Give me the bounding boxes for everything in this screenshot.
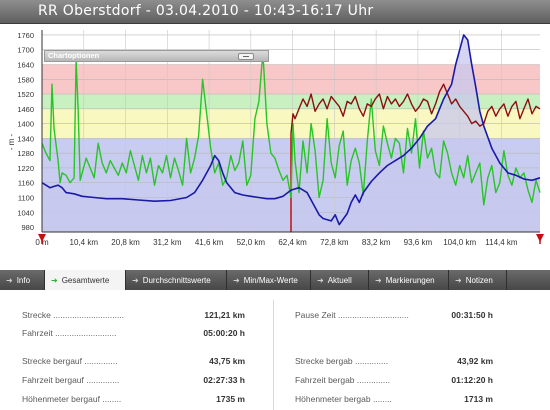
y-tick-label: 1160 — [18, 179, 34, 188]
elevation-area — [42, 34, 540, 233]
y-tick-label: 1700 — [17, 46, 34, 55]
green-series-line — [41, 51, 541, 206]
tab-label: Aktuell — [327, 275, 352, 285]
tabbar-spacer — [0, 260, 550, 270]
stat-value-strecke: 121,21 km — [204, 310, 245, 320]
stat-value-hoehenmeter-bergab: 1713 m — [464, 394, 493, 404]
stat-label-fahrzeit-bergab: Fahrzeit bergab .............. — [295, 375, 390, 385]
stat-label-strecke-bergauf: Strecke bergauf .............. — [22, 356, 118, 366]
tab-min-max-werte[interactable]: ➜ Min/Max-Werte — [227, 270, 311, 290]
tab-bar: ➜ Info ➜ Gesamtwerte ➜ Durchschnittswert… — [0, 270, 550, 290]
stat-label-fahrzeit-bergauf: Fahrzeit bergauf .............. — [22, 375, 120, 385]
stats-panel: Strecke .............................. 1… — [0, 290, 550, 410]
x-tick-label: 83,2 km — [362, 238, 391, 247]
window-titlebar: RR Oberstdorf - 03.04.2010 - 10:43-16:17… — [0, 0, 550, 24]
tab-label: Min/Max-Werte — [243, 275, 298, 285]
y-tick-label: 1280 — [17, 149, 34, 158]
stat-value-hoehenmeter-bergauf: 1735 m — [216, 394, 245, 404]
x-tick-label: 93,6 km — [404, 238, 433, 247]
zone-green — [42, 94, 540, 109]
tab-aktuell[interactable]: ➜ Aktuell — [311, 270, 369, 290]
stat-label-hoehenmeter-bergab: Höhenmeter bergab ........ — [295, 394, 392, 404]
stat-value-fahrzeit-bergab: 01:12:20 h — [451, 375, 493, 385]
red-series-line — [290, 83, 541, 134]
elevation-line — [41, 34, 541, 226]
x-tick-label: 10,4 km — [70, 238, 99, 247]
tab-gesamtwerte[interactable]: ➜ Gesamtwerte — [45, 270, 126, 290]
tab-label: Markierungen — [385, 275, 435, 285]
chart-svg[interactable]: 980 1040 1100 1160 1220 1280 1340 1400 1460 1520 1… — [0, 24, 550, 260]
arrow-right-icon: ➜ — [132, 275, 139, 285]
y-tick-label: 1100 — [18, 194, 34, 203]
column-divider — [273, 300, 274, 410]
y-tick-label: 1220 — [17, 164, 34, 173]
x-tick-label: 41,6 km — [195, 238, 224, 247]
x-tick-label: 20,8 km — [111, 238, 140, 247]
window-title: RR Oberstdorf - 03.04.2010 - 10:43-16:17… — [38, 3, 374, 19]
x-tick-label: 62,4 km — [278, 238, 307, 247]
y-axis-label: - m - — [7, 133, 16, 150]
y-tick-label: 1460 — [17, 105, 34, 114]
x-tick-label: 114,4 km — [485, 238, 518, 247]
y-tick-label: 1040 — [17, 208, 34, 217]
tab-markierungen[interactable]: ➜ Markierungen — [369, 270, 449, 290]
stat-label-pause-zeit: Pause Zeit .............................… — [295, 310, 409, 320]
minus-icon — [243, 56, 249, 57]
elevation-chart[interactable]: 980 1040 1100 1160 1220 1280 1340 1400 1460 1520 1… — [0, 24, 550, 260]
arrow-right-icon: ➜ — [6, 275, 13, 285]
stat-value-fahrzeit: 05:00:20 h — [203, 328, 245, 338]
stat-label-strecke: Strecke .............................. — [22, 310, 125, 320]
stat-value-fahrzeit-bergauf: 02:27:33 h — [203, 375, 245, 385]
chart-options-panel[interactable]: Chartoptionen — [44, 50, 269, 62]
y-tick-label: 1340 — [17, 134, 34, 143]
stat-label-fahrzeit: Fahrzeit .......................... — [22, 328, 117, 338]
y-tick-label: 1400 — [17, 120, 34, 129]
y-tick-label: 1580 — [17, 75, 34, 84]
arrow-right-icon: ➜ — [51, 275, 58, 285]
tab-label: Durchschnittswerte — [142, 275, 211, 285]
arrow-right-icon: ➜ — [233, 275, 240, 285]
arrow-right-icon: ➜ — [455, 275, 462, 285]
stat-label-strecke-bergab: Strecke bergab .............. — [295, 356, 389, 366]
tab-notizen[interactable]: ➜ Notizen — [449, 270, 507, 290]
chart-options-label: Chartoptionen — [48, 51, 100, 60]
stat-label-hoehenmeter-bergauf: Höhenmeter bergauf ........ — [22, 394, 122, 404]
arrow-right-icon: ➜ — [317, 275, 324, 285]
y-tick-label: 1520 — [17, 90, 34, 99]
stat-value-strecke-bergauf: 43,75 km — [209, 356, 245, 366]
tab-label: Info — [16, 275, 31, 285]
y-tick-label: 1760 — [17, 31, 34, 40]
x-tick-label: 104,0 km — [443, 238, 476, 247]
y-tick-label: 1640 — [17, 60, 34, 69]
chart-options-collapse-button[interactable] — [238, 53, 254, 60]
tab-info[interactable]: ➜ Info — [0, 270, 45, 290]
x-tick-label: 52,0 km — [237, 238, 266, 247]
stat-value-strecke-bergab: 43,92 km — [457, 356, 493, 366]
x-tick-label: 31,2 km — [153, 238, 182, 247]
tab-durchschnittswerte[interactable]: ➜ Durchschnittswerte — [126, 270, 227, 290]
tab-label: Notizen — [465, 275, 493, 285]
y-tick-label: 980 — [21, 223, 34, 232]
tab-label: Gesamtwerte — [61, 275, 110, 285]
stat-value-pause-zeit: 00:31:50 h — [451, 310, 493, 320]
arrow-right-icon: ➜ — [375, 275, 382, 285]
x-tick-label: 72,8 km — [320, 238, 349, 247]
